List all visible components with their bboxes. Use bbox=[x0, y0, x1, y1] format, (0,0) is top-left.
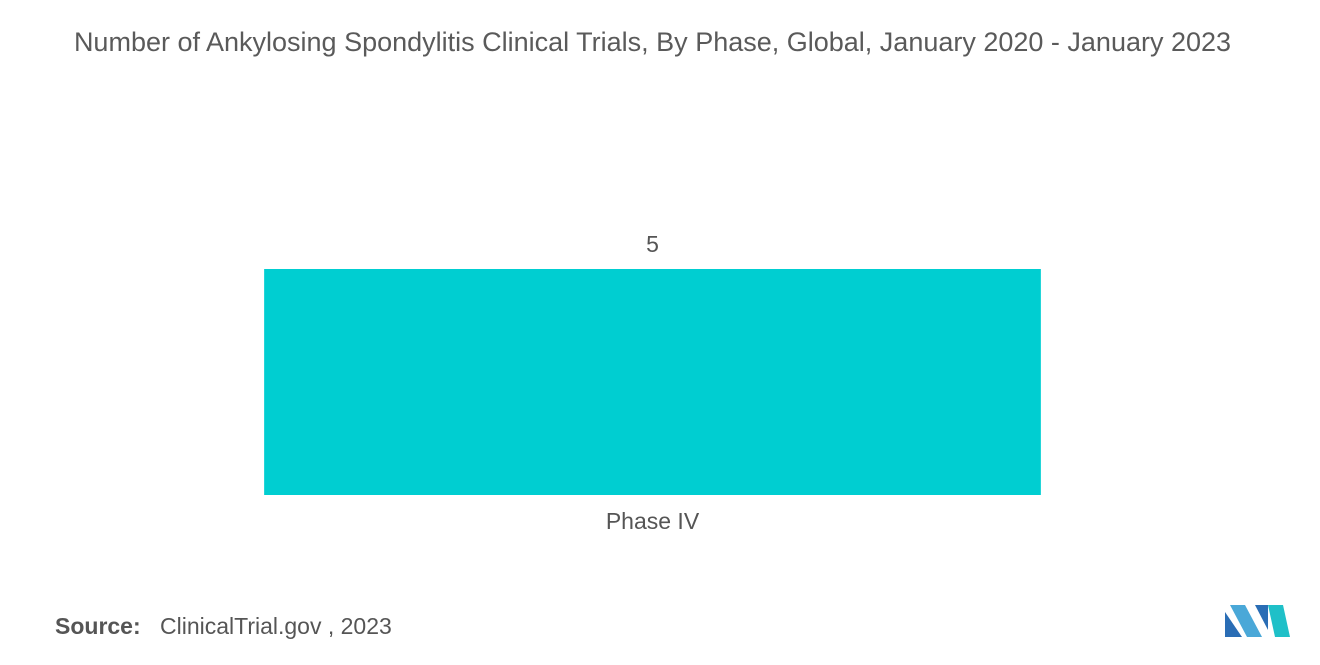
value-label: 5 bbox=[646, 231, 659, 257]
logo bbox=[1225, 605, 1290, 637]
source-label: Source: bbox=[55, 613, 141, 639]
bar bbox=[264, 269, 1041, 495]
chart-title: Number of Ankylosing Spondylitis Clinica… bbox=[73, 27, 1232, 57]
x-tick-label: Phase IV bbox=[606, 508, 700, 534]
source: ClinicalTrial.gov , 2023 bbox=[160, 613, 392, 639]
